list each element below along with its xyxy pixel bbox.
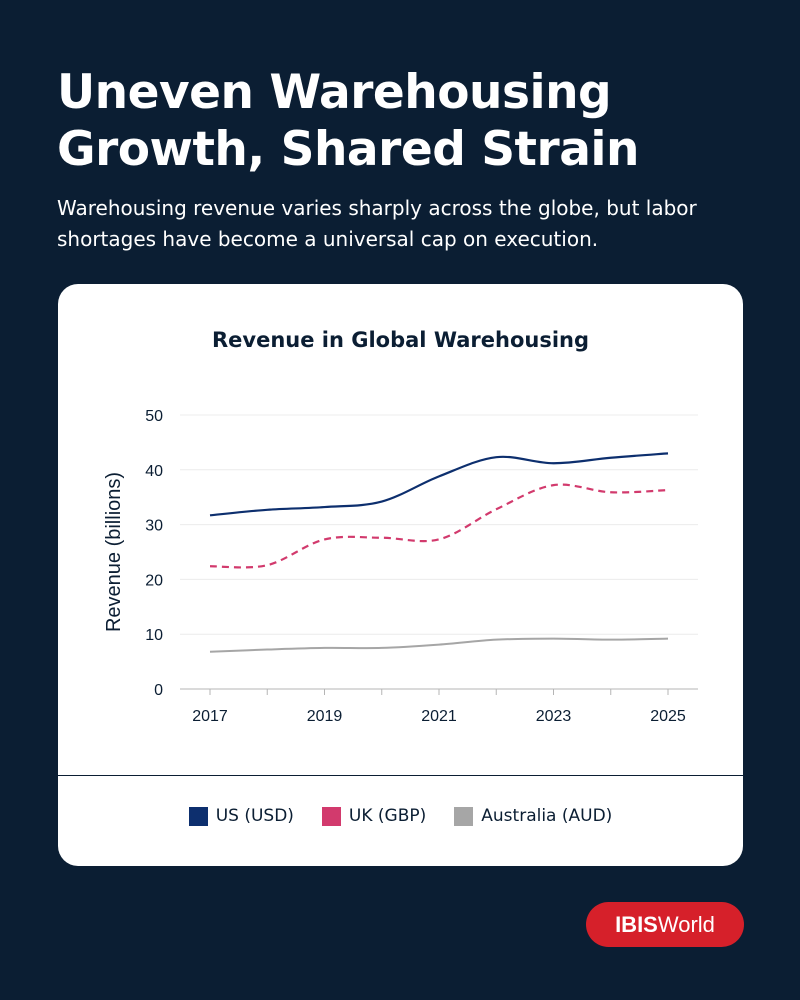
legend-divider — [58, 775, 743, 776]
x-tick-label: 2021 — [421, 708, 457, 725]
y-tick-label: 0 — [154, 682, 163, 699]
x-tick-label: 2023 — [536, 708, 572, 725]
y-tick-label: 10 — [145, 627, 163, 644]
y-tick-label: 30 — [145, 518, 163, 535]
legend-label: US (USD) — [215, 806, 294, 826]
x-tick-label: 2025 — [650, 708, 686, 725]
page-title: Uneven Warehousing Growth, Shared Strain — [57, 65, 639, 177]
chart-title: Revenue in Global Warehousing — [211, 328, 590, 352]
series-line-0 — [209, 452, 669, 517]
logo-text-world: World — [657, 911, 715, 937]
chart-legend: US (USD) UK (GBP) Australia (AUD) — [58, 806, 743, 826]
x-tick-label: 2019 — [307, 708, 343, 725]
chart-plot: 0 10 20 30 40 50 2017 2019 2021 2023 2025 Revenue (… — [103, 408, 698, 725]
legend-item: Australia (AUD) — [454, 806, 612, 826]
legend-swatch — [454, 806, 474, 826]
legend-label: Australia (AUD) — [481, 806, 613, 826]
x-tick-label: 2017 — [192, 708, 228, 725]
series-line-1 — [209, 483, 669, 569]
series-line-2 — [209, 637, 669, 653]
page-subtitle: Warehousing revenue varies sharply acros… — [57, 196, 697, 251]
legend-label: UK (GBP) — [348, 806, 427, 826]
logo-text-ibis: IBIS — [615, 911, 658, 937]
ibisworld-logo: IBIS World — [586, 902, 744, 947]
y-tick-label: 40 — [145, 463, 163, 480]
y-tick-label: 50 — [145, 408, 163, 425]
legend-item: UK (GBP) — [321, 806, 427, 826]
legend-swatch — [188, 806, 208, 826]
y-axis-label: Revenue (billions) — [103, 472, 125, 632]
legend-swatch — [321, 806, 341, 826]
legend-item: US (USD) — [188, 806, 294, 826]
chart-card: Revenue in Global Warehousing 0 10 20 30 40 5… — [58, 284, 743, 866]
y-tick-label: 20 — [145, 572, 163, 589]
